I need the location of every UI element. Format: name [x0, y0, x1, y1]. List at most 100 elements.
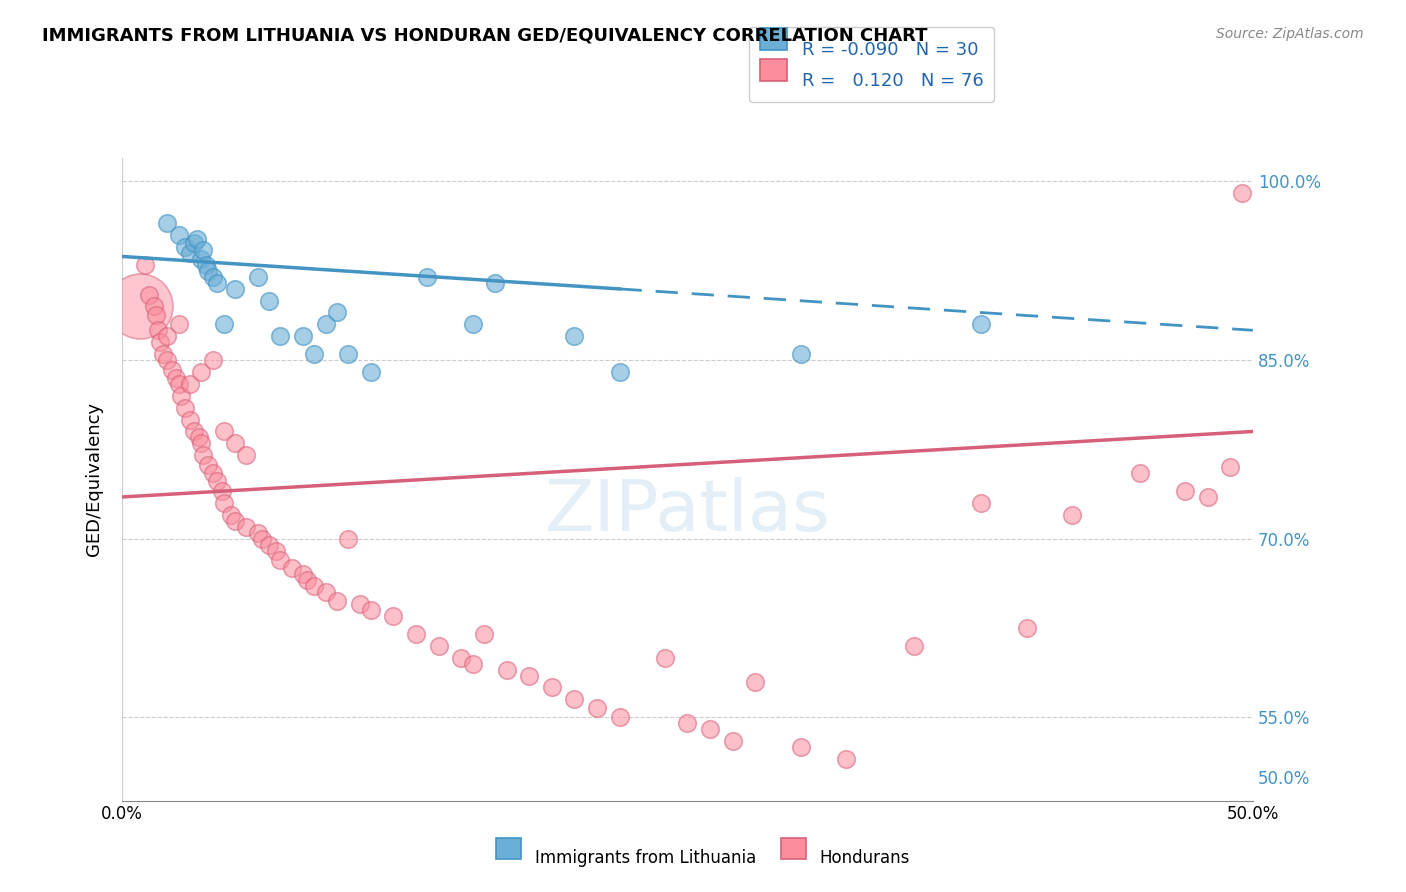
Point: [246, 269, 269, 284]
Point: [315, 318, 337, 332]
Point: [540, 681, 562, 695]
Point: [197, 264, 219, 278]
Point: [405, 627, 427, 641]
Point: [564, 329, 586, 343]
Point: [190, 365, 212, 379]
Point: [257, 293, 280, 308]
Point: [165, 371, 187, 385]
Point: [224, 436, 246, 450]
Point: [1174, 483, 1197, 498]
Point: [291, 567, 314, 582]
Point: [337, 347, 360, 361]
Point: [235, 520, 257, 534]
Point: [138, 287, 160, 301]
Point: [337, 532, 360, 546]
Point: [1015, 621, 1038, 635]
Point: [205, 276, 228, 290]
Point: [219, 508, 242, 522]
Point: [472, 627, 495, 641]
Point: [152, 347, 174, 361]
Point: [201, 466, 224, 480]
Point: [174, 240, 197, 254]
Point: [197, 458, 219, 472]
Point: [315, 585, 337, 599]
Point: [142, 300, 165, 314]
Point: [167, 227, 190, 242]
Point: [224, 282, 246, 296]
Point: [721, 734, 744, 748]
Point: [134, 258, 156, 272]
Point: [179, 412, 201, 426]
Point: [304, 579, 326, 593]
Point: [349, 597, 371, 611]
Point: [586, 700, 609, 714]
Point: [246, 525, 269, 540]
Point: [1197, 490, 1219, 504]
Point: [205, 475, 228, 489]
Point: [1230, 186, 1253, 201]
Point: [167, 376, 190, 391]
Point: [156, 216, 179, 230]
Point: [416, 269, 439, 284]
Point: [160, 362, 183, 376]
Point: [183, 236, 205, 251]
Point: [156, 353, 179, 368]
Point: [1219, 460, 1241, 475]
Point: [201, 353, 224, 368]
Point: [970, 318, 993, 332]
Point: [280, 561, 302, 575]
Point: [789, 739, 811, 754]
Point: [212, 496, 235, 510]
Legend: R = -0.090   N = 30, R =   0.120   N = 76: R = -0.090 N = 30, R = 0.120 N = 76: [749, 27, 994, 102]
Point: [326, 305, 349, 319]
Text: IMMIGRANTS FROM LITHUANIA VS HONDURAN GED/EQUIVALENCY CORRELATION CHART: IMMIGRANTS FROM LITHUANIA VS HONDURAN GE…: [42, 27, 928, 45]
Point: [190, 436, 212, 450]
Point: [517, 668, 540, 682]
Point: [212, 318, 235, 332]
Point: [1060, 508, 1083, 522]
Point: [903, 639, 925, 653]
Point: [699, 722, 721, 736]
Point: [148, 323, 170, 337]
Point: [654, 650, 676, 665]
Point: [744, 674, 766, 689]
Point: [167, 318, 190, 332]
Point: [186, 231, 208, 245]
Point: [149, 335, 172, 350]
Point: [1129, 466, 1152, 480]
Text: ZIPatlas: ZIPatlas: [544, 476, 831, 546]
Point: [484, 276, 506, 290]
Point: [970, 496, 993, 510]
Point: [835, 752, 858, 766]
Point: [156, 329, 179, 343]
Point: [235, 448, 257, 462]
Point: [427, 639, 450, 653]
Point: [211, 483, 233, 498]
Point: [269, 329, 291, 343]
Point: [676, 716, 699, 731]
Point: [179, 376, 201, 391]
Point: [609, 710, 631, 724]
Point: [450, 650, 472, 665]
Point: [360, 603, 382, 617]
Point: [187, 430, 209, 444]
Point: [291, 329, 314, 343]
Point: [269, 553, 291, 567]
Point: [789, 347, 811, 361]
Point: [179, 245, 201, 260]
Point: [360, 365, 382, 379]
Point: [564, 692, 586, 706]
Point: [193, 448, 215, 462]
Point: [461, 318, 484, 332]
Point: [170, 389, 193, 403]
Legend: Immigrants from Lithuania, Hondurans: Immigrants from Lithuania, Hondurans: [489, 841, 917, 875]
Point: [129, 300, 152, 314]
Point: [382, 609, 405, 624]
Y-axis label: GED/Equivalency: GED/Equivalency: [86, 402, 103, 557]
Point: [252, 532, 274, 546]
Point: [145, 308, 167, 322]
Text: Source: ZipAtlas.com: Source: ZipAtlas.com: [1216, 27, 1364, 41]
Point: [224, 514, 246, 528]
Point: [174, 401, 197, 415]
Point: [183, 425, 205, 439]
